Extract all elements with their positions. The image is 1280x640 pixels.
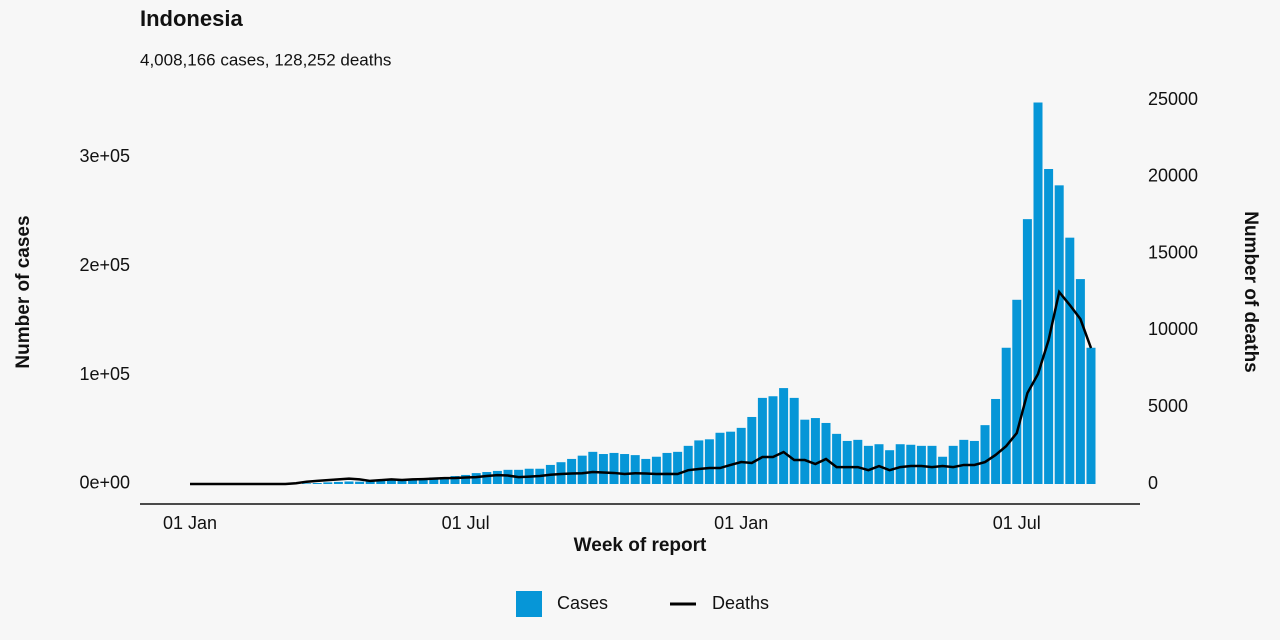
bar <box>408 479 418 484</box>
bar <box>810 418 820 484</box>
legend-label: Deaths <box>712 593 769 613</box>
bar <box>1001 347 1011 484</box>
bar <box>471 473 481 484</box>
bar <box>779 388 789 484</box>
bar <box>1033 102 1043 484</box>
bar <box>736 427 746 484</box>
x-tick-label: 01 Jan <box>163 513 217 533</box>
bar <box>323 482 333 484</box>
bar <box>747 416 757 484</box>
bar <box>439 477 449 484</box>
x-tick-label: 01 Jul <box>442 513 490 533</box>
legend-label: Cases <box>557 593 608 613</box>
bar <box>450 476 460 484</box>
bar <box>386 480 396 484</box>
bar <box>609 452 619 484</box>
bar <box>651 456 661 484</box>
bar <box>704 439 714 484</box>
bar <box>980 425 990 484</box>
bar <box>630 455 640 484</box>
y-tick-label: 2e+05 <box>79 255 130 275</box>
bar <box>768 396 778 484</box>
line <box>190 289 1093 486</box>
bar <box>895 444 905 484</box>
bar <box>482 472 492 484</box>
bar <box>588 451 598 484</box>
bar <box>821 422 831 484</box>
bar <box>715 432 725 484</box>
y2-tick-label: 0 <box>1148 473 1158 493</box>
bar <box>492 470 502 484</box>
x-tick-label: 01 Jul <box>993 513 1041 533</box>
bar <box>641 458 651 484</box>
bar <box>927 445 937 484</box>
bar <box>376 480 386 484</box>
bar <box>355 481 365 484</box>
bar <box>874 444 884 484</box>
y2-tick-label: 10000 <box>1148 319 1198 339</box>
bar <box>429 477 439 484</box>
bar <box>567 458 577 484</box>
bar <box>800 419 810 484</box>
bar <box>673 451 683 484</box>
chart-title: Indonesia <box>140 6 243 31</box>
bar <box>1075 279 1085 484</box>
bar <box>1054 185 1064 484</box>
legend-swatch <box>516 591 542 617</box>
bar <box>1065 237 1075 484</box>
bar <box>1022 219 1032 484</box>
y-tick-label: 0e+00 <box>79 473 130 493</box>
y2-tick-label: 20000 <box>1148 166 1198 186</box>
bar <box>312 483 322 484</box>
bar <box>938 456 948 484</box>
bar <box>683 445 693 484</box>
bar <box>418 478 428 484</box>
bar <box>694 440 704 484</box>
bar <box>853 439 863 484</box>
bar <box>1086 347 1096 484</box>
bar <box>757 397 767 484</box>
bar <box>620 454 630 484</box>
bar <box>662 452 672 484</box>
bar <box>344 481 354 484</box>
bar <box>832 433 842 484</box>
bar <box>948 445 958 484</box>
bar <box>503 469 513 484</box>
bar <box>461 474 471 484</box>
bar <box>365 481 375 484</box>
y-tick-label: 1e+05 <box>79 364 130 384</box>
y2-tick-label: 15000 <box>1148 242 1198 262</box>
bar <box>969 440 979 484</box>
x-tick-label: 01 Jan <box>714 513 768 533</box>
y2-tick-label: 25000 <box>1148 89 1198 109</box>
bar <box>1044 168 1054 484</box>
bar <box>302 483 312 484</box>
bar <box>906 444 916 484</box>
bar <box>991 398 1001 484</box>
x-axis-title: Week of report <box>574 535 707 556</box>
bar <box>885 450 895 484</box>
y2-tick-label: 5000 <box>1148 396 1188 416</box>
bar <box>863 445 873 484</box>
chart-subtitle: 4,008,166 cases, 128,252 deaths <box>140 50 391 69</box>
bar <box>598 454 608 484</box>
y-axis-title: Number of cases <box>13 215 34 368</box>
bar <box>842 440 852 484</box>
bar <box>726 431 736 484</box>
bar <box>1012 299 1022 484</box>
bar <box>333 481 343 484</box>
y-tick-label: 3e+05 <box>79 146 130 166</box>
bar <box>959 439 969 484</box>
y2-axis-title: Number of deaths <box>1240 211 1261 373</box>
bar <box>577 455 587 484</box>
bar <box>789 397 799 484</box>
bar <box>397 480 407 484</box>
